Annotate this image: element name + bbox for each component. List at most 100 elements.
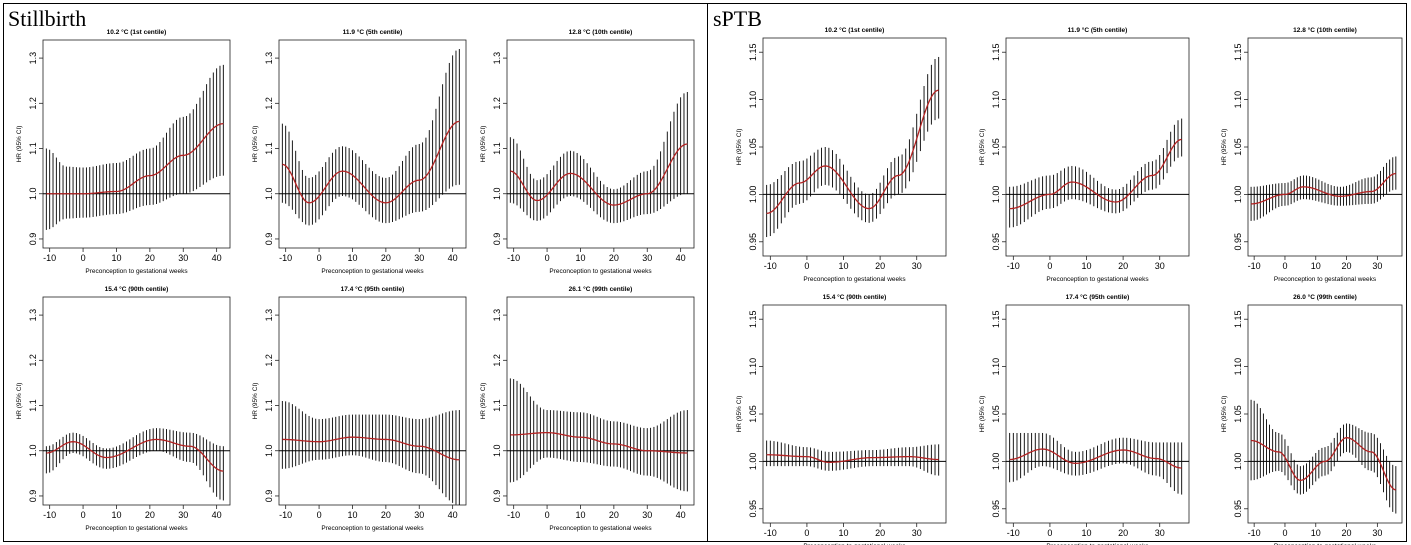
chart-1-3: 15.4 °C (90th centile) -10 0 10 20 30 0.95 1.00…	[736, 293, 947, 545]
chart-1-0: 10.2 °C (1st centile) -10 0 10 20 30 0.95 1.00 1…	[736, 26, 947, 283]
estimate-line	[282, 436, 460, 461]
x-tick-label: 10	[839, 528, 849, 538]
x-tick-label: 20	[381, 510, 391, 520]
chart-title: 10.2 °C (1st centile)	[825, 26, 885, 34]
x-tick-label: 0	[1047, 528, 1052, 538]
estimate-line	[766, 454, 939, 463]
x-tick-label: -10	[507, 253, 520, 263]
x-tick-label: 30	[178, 253, 188, 263]
y-tick-label: 1.00	[991, 453, 1001, 471]
x-tick-label: -10	[43, 253, 56, 263]
y-tick-label: 1.00	[1233, 186, 1243, 204]
y-axis-label: HR (95% CI)	[1221, 396, 1228, 433]
estimate-line	[282, 120, 460, 204]
x-tick-label: 40	[448, 253, 458, 263]
x-tick-label: 20	[381, 253, 391, 263]
x-tick-label: 0	[81, 253, 86, 263]
y-axis-label: HR (95% CI)	[736, 129, 743, 166]
y-tick-label: 0.9	[264, 233, 274, 246]
y-tick-label: 1.05	[1233, 138, 1243, 156]
x-tick-label: 30	[1155, 261, 1165, 271]
y-tick-label: 0.9	[264, 490, 274, 503]
x-tick-label: 0	[804, 261, 809, 271]
y-tick-label: 0.95	[1233, 233, 1243, 251]
y-axis-label: HR (95% CI)	[252, 383, 259, 420]
x-tick-label: 20	[875, 528, 885, 538]
y-tick-label: 1.2	[492, 97, 502, 110]
x-tick-label: 10	[575, 510, 585, 520]
plot-frame	[1005, 304, 1190, 524]
y-axis-label: HR (95% CI)	[480, 383, 487, 420]
y-tick-label: 1.15	[991, 43, 1001, 61]
y-tick-label: 1.2	[264, 97, 274, 110]
y-tick-label: 1.3	[28, 309, 38, 322]
x-tick-label: -10	[279, 253, 292, 263]
y-tick-label: 1.2	[264, 354, 274, 367]
x-tick-label: 20	[1342, 528, 1352, 538]
y-axis-label: HR (95% CI)	[252, 126, 259, 163]
estimate-line	[510, 143, 688, 206]
y-tick-label: 1.2	[492, 354, 502, 367]
y-tick-label: 0.95	[991, 500, 1001, 518]
plot-frame	[278, 39, 467, 249]
x-tick-label: 10	[575, 253, 585, 263]
y-tick-label: 0.9	[492, 233, 502, 246]
plot-frame	[1247, 304, 1403, 524]
chart-title: 15.4 °C (90th centile)	[105, 285, 169, 293]
x-tick-label: 0	[317, 253, 322, 263]
y-tick-label: 1.2	[28, 354, 38, 367]
y-axis-label: HR (95% CI)	[979, 396, 986, 433]
chart-0-1: 11.9 °C (5th centile) -10 0 10 20 30 40 0.9 1.0 1…	[252, 28, 467, 275]
x-tick-label: -10	[507, 510, 520, 520]
chart-1-4: 17.4 °C (95th centile) -10 0 10 20 30 0.95 1.00…	[979, 293, 1190, 545]
y-tick-label: 1.05	[748, 138, 758, 156]
x-axis-label: Preconception to gestational weeks	[1274, 276, 1377, 283]
y-tick-label: 1.0	[28, 187, 38, 200]
estimate-line	[1009, 138, 1182, 210]
panel-divider	[707, 3, 708, 542]
x-tick-label: 0	[81, 510, 86, 520]
x-tick-label: 40	[448, 510, 458, 520]
y-tick-label: 1.05	[1233, 405, 1243, 423]
x-tick-label: 0	[1282, 528, 1287, 538]
y-tick-label: 1.0	[492, 187, 502, 200]
x-tick-label: 30	[414, 510, 424, 520]
figure-frame	[3, 3, 1407, 542]
estimate-line	[1009, 448, 1182, 469]
estimate-line	[766, 89, 939, 214]
panel-title-stillbirth: Stillbirth	[8, 6, 87, 31]
y-tick-label: 1.1	[264, 399, 274, 412]
x-tick-label: 0	[317, 510, 322, 520]
y-tick-label: 0.95	[748, 500, 758, 518]
x-tick-label: 10	[1082, 261, 1092, 271]
y-tick-label: 1.0	[492, 444, 502, 457]
x-axis-label: Preconception to gestational weeks	[85, 268, 188, 275]
y-tick-label: 1.1	[28, 399, 38, 412]
x-tick-label: 30	[1372, 261, 1382, 271]
x-axis-label: Preconception to gestational weeks	[1046, 276, 1149, 283]
y-tick-label: 0.95	[748, 233, 758, 251]
x-tick-label: 40	[212, 253, 222, 263]
x-tick-label: -10	[764, 261, 777, 271]
x-axis-label: Preconception to gestational weeks	[1274, 543, 1377, 545]
y-tick-label: 1.3	[264, 309, 274, 322]
x-tick-label: 10	[839, 261, 849, 271]
y-tick-label: 1.10	[1233, 91, 1243, 109]
x-tick-label: 20	[609, 253, 619, 263]
estimate-line	[46, 123, 224, 195]
y-tick-label: 1.10	[991, 358, 1001, 376]
x-tick-label: 0	[1282, 261, 1287, 271]
y-axis-label: HR (95% CI)	[480, 126, 487, 163]
x-tick-label: 0	[545, 253, 550, 263]
x-tick-label: 20	[1118, 528, 1128, 538]
x-axis-label: Preconception to gestational weeks	[1046, 543, 1149, 545]
chart-title: 26.1 °C (99th centile)	[569, 285, 633, 293]
y-tick-label: 1.05	[748, 405, 758, 423]
x-tick-label: 0	[545, 510, 550, 520]
y-tick-label: 1.0	[264, 187, 274, 200]
y-tick-label: 1.2	[28, 97, 38, 110]
x-axis-label: Preconception to gestational weeks	[85, 525, 188, 532]
chart-0-0: 10.2 °C (1st centile) -10 0 10 20 30 40 0.9 1.0 1…	[16, 28, 231, 275]
y-tick-label: 1.3	[492, 52, 502, 65]
chart-title: 15.4 °C (90th centile)	[823, 293, 887, 301]
